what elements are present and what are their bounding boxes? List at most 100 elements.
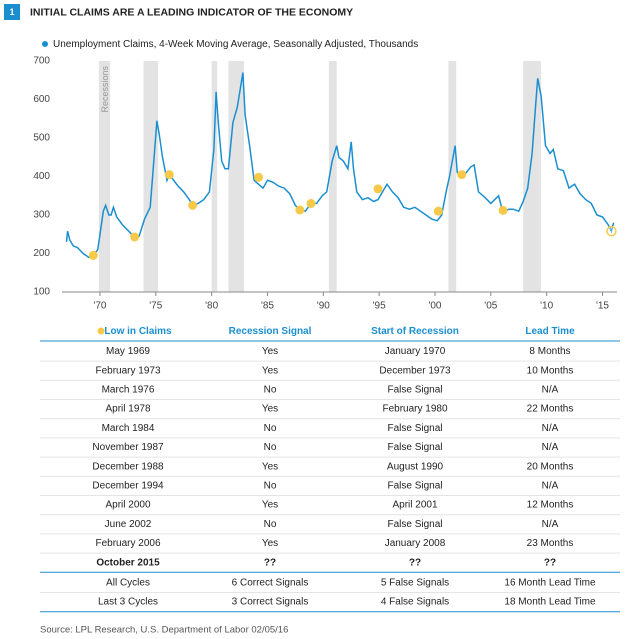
legend-label: Unemployment Claims, 4-Week Moving Avera… — [53, 39, 418, 50]
table-cell: False Signal — [387, 423, 442, 434]
table-cell: 10 Months — [527, 365, 574, 376]
table-cell: Yes — [262, 346, 278, 357]
low-point — [498, 205, 508, 215]
low-point — [606, 225, 617, 237]
recession-band — [328, 61, 337, 292]
x-tick-label: '00 — [428, 301, 441, 312]
table-cell: False Signal — [387, 481, 442, 492]
y-tick-label: 300 — [33, 210, 50, 221]
table-cell: Yes — [262, 365, 278, 376]
x-tick-label: '95 — [373, 301, 386, 312]
figure-number-box — [4, 4, 20, 20]
y-tick-label: 400 — [33, 171, 50, 182]
table-cell: December 1988 — [92, 461, 164, 472]
recession-band — [523, 61, 542, 292]
low-point — [306, 198, 316, 208]
low-point — [457, 170, 467, 180]
low-point — [295, 205, 305, 215]
table-header: Start of Recession — [371, 326, 459, 337]
table-cell: ?? — [264, 557, 276, 568]
chart-title: INITIAL CLAIMS ARE A LEADING INDICATOR O… — [30, 6, 353, 18]
table-cell: February 1973 — [95, 365, 160, 376]
table-cell: April 2000 — [105, 500, 150, 511]
table-cell: N/A — [542, 481, 559, 492]
x-tick-label: '90 — [317, 301, 330, 312]
table-cell: 8 Months — [529, 346, 570, 357]
table-cell: Yes — [262, 461, 278, 472]
table-cell: January 2008 — [385, 538, 446, 549]
table-cell: December 1973 — [379, 365, 451, 376]
recession-band — [143, 61, 159, 292]
y-tick-label: 500 — [33, 133, 50, 144]
recession-band — [228, 61, 245, 292]
table-cell: April 2001 — [392, 500, 437, 511]
low-point — [130, 232, 140, 242]
table-cell: No — [264, 481, 277, 492]
x-tick-label: '10 — [540, 301, 553, 312]
table-cell: Yes — [262, 404, 278, 415]
summary-cell: 3 Correct Signals — [232, 597, 309, 608]
table-cell: Yes — [262, 500, 278, 511]
table-header: Lead Time — [525, 326, 575, 337]
table-cell: January 1970 — [385, 346, 446, 357]
legend-swatch — [42, 41, 48, 47]
claims-line — [65, 72, 615, 259]
table-cell: November 1987 — [92, 442, 164, 453]
summary-cell: 16 Month Lead Time — [504, 578, 596, 589]
table-cell: False Signal — [387, 385, 442, 396]
y-tick-label: 100 — [33, 287, 50, 298]
x-tick-label: '85 — [261, 301, 274, 312]
table-cell: March 1984 — [102, 423, 155, 434]
figure-number: 1 — [9, 7, 14, 17]
x-tick-label: '70 — [93, 301, 106, 312]
recession-label: Recessions — [100, 66, 110, 113]
recession-band — [211, 61, 218, 292]
summary-cell: 5 False Signals — [381, 578, 449, 589]
table-cell: No — [264, 385, 277, 396]
low-point — [164, 170, 174, 180]
summary-cell: 6 Correct Signals — [232, 578, 309, 589]
table-cell: 22 Months — [527, 404, 574, 415]
summary-cell: 18 Month Lead Time — [504, 597, 596, 608]
table-cell: August 1990 — [387, 461, 444, 472]
legend-dot — [97, 327, 105, 335]
y-tick-label: 200 — [33, 248, 50, 259]
table-cell: March 1976 — [102, 385, 155, 396]
recession-band — [448, 61, 457, 292]
table-cell: N/A — [542, 442, 559, 453]
summary-cell: All Cycles — [106, 578, 150, 589]
recession-band — [98, 61, 111, 292]
table-cell: ?? — [409, 557, 421, 568]
table-cell: May 1969 — [106, 346, 150, 357]
low-point — [254, 172, 264, 182]
x-tick-label: '80 — [205, 301, 218, 312]
table-cell: N/A — [542, 519, 559, 530]
table-cell: No — [264, 423, 277, 434]
table-header: Low in Claims — [104, 326, 172, 337]
low-point — [88, 250, 98, 260]
low-point — [373, 184, 383, 194]
summary-cell: 4 False Signals — [381, 597, 449, 608]
table-cell: February 2006 — [95, 538, 160, 549]
table-cell: April 1978 — [105, 404, 150, 415]
table-cell: Yes — [262, 538, 278, 549]
table-cell: February 1980 — [382, 404, 447, 415]
x-tick-label: '15 — [596, 301, 609, 312]
summary-cell: Last 3 Cycles — [98, 597, 158, 608]
x-tick-label: '75 — [149, 301, 162, 312]
table-cell: June 2002 — [105, 519, 152, 530]
low-point — [188, 200, 198, 210]
source: Source: LPL Research, U.S. Department of… — [40, 625, 288, 636]
y-tick-label: 700 — [33, 56, 50, 67]
table-cell: False Signal — [387, 442, 442, 453]
x-tick-label: '05 — [484, 301, 497, 312]
table-cell: October 2015 — [96, 557, 160, 568]
table-cell: No — [264, 519, 277, 530]
table-cell: N/A — [542, 385, 559, 396]
table-cell: December 1994 — [92, 481, 164, 492]
table-cell: ?? — [544, 557, 556, 568]
table-cell: 23 Months — [527, 538, 574, 549]
table-cell: No — [264, 442, 277, 453]
y-tick-label: 600 — [33, 94, 50, 105]
